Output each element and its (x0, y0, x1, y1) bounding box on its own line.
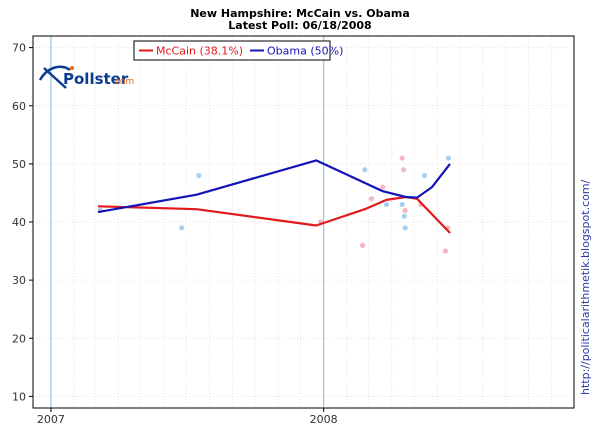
x-tick-label: 2007 (37, 413, 65, 426)
poll-point (362, 167, 368, 173)
pollster-logo: Pollster .com (38, 65, 134, 89)
y-tick-label: 70 (12, 42, 26, 55)
poll-point (399, 201, 405, 208)
chart-subtitle: Latest Poll: 06/18/2008 (228, 19, 371, 32)
legend-label: McCain (38.1%) (156, 45, 243, 58)
poll-point (401, 167, 407, 173)
y-tick-label: 20 (12, 332, 26, 345)
poll-point (442, 248, 449, 254)
trend-lines (97, 159, 451, 234)
x-tick-label: 2008 (310, 413, 338, 426)
grid (33, 36, 575, 408)
axes: 10 20 30 40 50 60 70 2007 2008 (12, 35, 575, 426)
logo-suffix: .com (112, 77, 134, 87)
y-tick-label: 40 (12, 216, 26, 229)
poll-point (196, 172, 202, 179)
chart-title: New Hampshire: McCain vs. Obama (190, 7, 410, 20)
y-tick-label: 30 (12, 274, 26, 287)
poll-point (402, 207, 408, 213)
poll-point (445, 155, 452, 161)
poll-point (401, 213, 407, 219)
poll-point (359, 242, 366, 248)
poll-point (399, 155, 405, 161)
poll-point (368, 196, 375, 202)
credit-url: http://politicalarithmetik.blogspot.com/ (579, 179, 592, 395)
y-tick-label: 50 (12, 158, 26, 171)
logo-text: Pollster (63, 70, 129, 88)
poll-point (380, 184, 386, 190)
poll-points (97, 155, 452, 254)
pollster-swoosh-icon (38, 65, 74, 89)
poll-point (421, 172, 428, 179)
y-tick-label: 60 (12, 100, 26, 113)
legend: McCain (38.1%) Obama (50%) (133, 40, 343, 61)
legend-label: Obama (50%) (267, 45, 343, 58)
trend-line (97, 159, 451, 214)
y-tick-label: 10 (12, 390, 26, 403)
poll-point (383, 201, 390, 208)
poll-point (402, 225, 408, 231)
poll-point (179, 225, 185, 231)
